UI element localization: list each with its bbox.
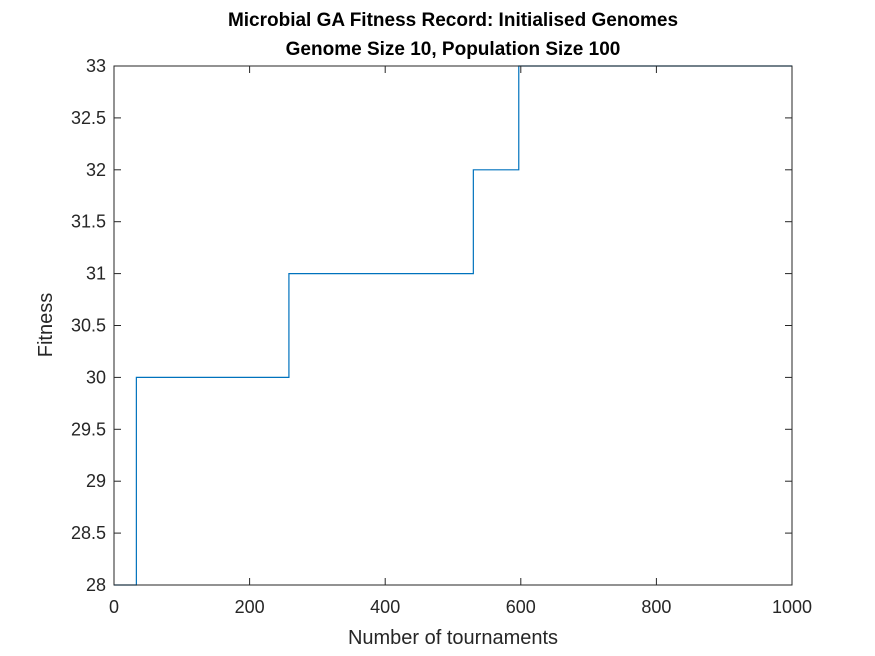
- plot-area-box: [113, 65, 793, 586]
- chart-subtitle: Genome Size 10, Population Size 100: [286, 39, 621, 60]
- y-tick-label: 28.5: [71, 523, 106, 543]
- y-axis-label: Fitness: [35, 293, 57, 357]
- y-tick-label: 29: [86, 471, 106, 491]
- x-tick-label: 1000: [772, 597, 812, 617]
- fitness-series-line: [114, 65, 792, 586]
- x-tick-label: 200: [235, 597, 265, 617]
- x-tick-label: 400: [370, 597, 400, 617]
- series-layer: [114, 65, 792, 586]
- y-tick-label: 29.5: [71, 419, 106, 439]
- x-axis-label: Number of tournaments: [348, 627, 558, 649]
- tick-layer: 0 200 400 600 800 1000 28 28.5 29 29.5 30 30.5 31 31.…: [71, 56, 812, 617]
- chart-title: Microbial GA Fitness Record: Initialised…: [228, 10, 678, 31]
- y-tick-label: 30: [86, 367, 106, 387]
- y-tick-label: 31: [86, 264, 106, 284]
- x-tick-label: 0: [109, 597, 119, 617]
- y-tick-label: 32.5: [71, 108, 106, 128]
- y-tick-label: 33: [86, 56, 106, 76]
- y-tick-label: 30.5: [71, 316, 106, 336]
- x-tick-label: 800: [641, 597, 671, 617]
- y-tick-label: 32: [86, 160, 106, 180]
- x-tick-label: 600: [506, 597, 536, 617]
- y-tick-label: 31.5: [71, 212, 106, 232]
- y-tick-label: 28: [86, 575, 106, 595]
